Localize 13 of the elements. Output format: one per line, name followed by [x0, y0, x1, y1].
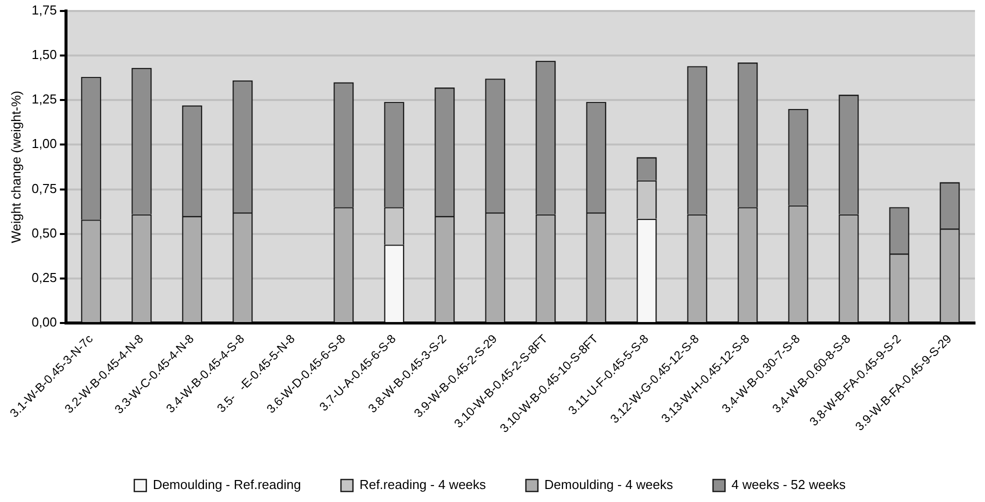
- legend-label: 4 weeks - 52 weeks: [732, 477, 846, 492]
- legend-label: Demoulding - Ref.reading: [152, 477, 301, 492]
- y-tick-label: 0,50: [32, 225, 57, 240]
- legend-label: Demoulding - 4 weeks: [544, 477, 674, 492]
- y-tick-label: 1,50: [32, 47, 57, 62]
- y-tick-label: 1,75: [32, 2, 57, 18]
- y-tick-label: 0,75: [32, 180, 57, 196]
- y-tick-label: 1,00: [32, 136, 57, 152]
- y-tick-label: 1,25: [32, 92, 57, 107]
- y-tick-label: 0,25: [32, 270, 57, 286]
- y-tick-label: 0,00: [32, 314, 57, 330]
- legend-label: Ref.reading - 4 weeks: [359, 477, 486, 492]
- y-axis-title: Weight change (weight-%): [8, 90, 24, 244]
